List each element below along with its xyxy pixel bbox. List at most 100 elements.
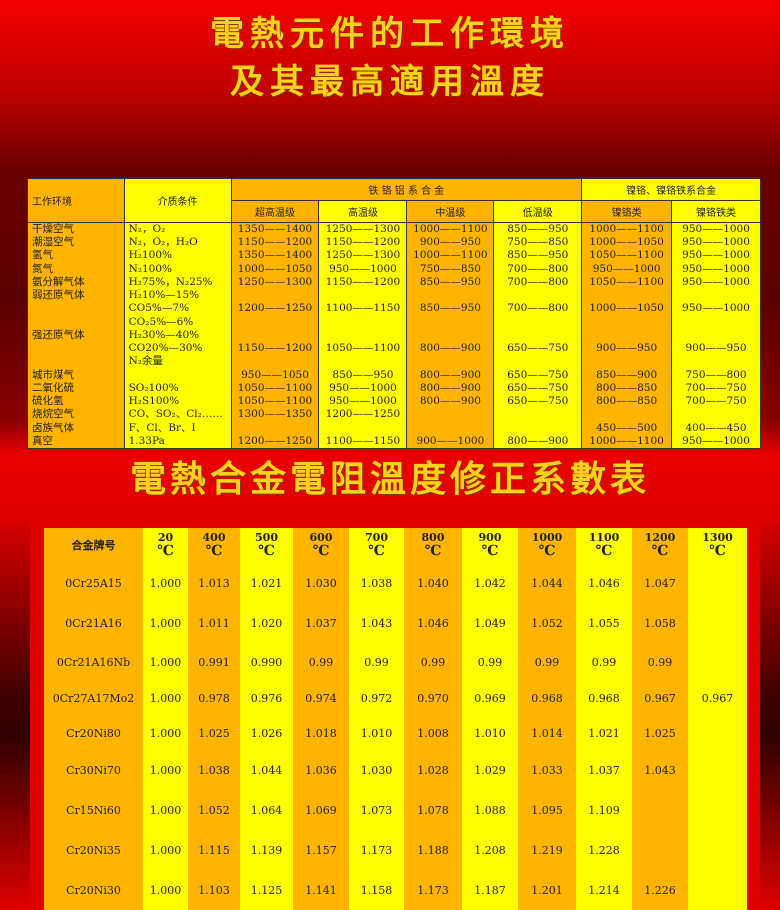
temperature-range-cell [493, 328, 583, 342]
correction-factor-cell: 1.000 [143, 603, 188, 643]
celsius-unit: ℃ [538, 543, 556, 559]
correction-factor-cell: 1.013 [188, 563, 240, 603]
medium-cell: N₂100% [123, 262, 232, 276]
temperature-range-cell: 850——950 [493, 222, 583, 236]
environment-cell: 城市煤气 [27, 368, 125, 382]
temperature-range-cell: 850——950 [318, 368, 408, 382]
correction-factor-cell: 1.021 [576, 716, 632, 750]
temperature-range-cell [493, 315, 583, 329]
correction-factor-cell: 0.972 [349, 681, 404, 716]
subheader-grade: 镍铬类 [581, 200, 673, 223]
correction-factor-cell: 1.052 [518, 603, 576, 643]
temperature-range-cell: 800——900 [406, 368, 495, 382]
correction-factor-cell: 1.043 [349, 603, 404, 643]
temperature-range-cell: 400——450 [671, 421, 761, 435]
temperature-range-cell [230, 315, 320, 329]
temperature-range-cell: 1250——1300 [230, 275, 320, 289]
celsius-unit: ℃ [205, 543, 223, 559]
subheader-grade: 低温级 [493, 200, 583, 223]
temperature-range-cell: 1300——1350 [230, 408, 320, 422]
correction-factor-cell: 1.010 [462, 716, 518, 750]
correction-factor-cell: 1.025 [632, 716, 688, 750]
correction-factor-cell [688, 603, 747, 643]
table-row: Cr15Ni60 1.000 1.052 1.064 1.069 1.073 1.078 1.… [44, 790, 747, 830]
correction-factor-cell [632, 830, 688, 870]
medium-cell: H₂30%—40% [123, 328, 232, 342]
correction-factor-cell: 1.201 [518, 870, 576, 910]
temperature-range-cell: 450——500 [581, 421, 673, 435]
correction-factor-cell: 0.99 [518, 643, 576, 681]
correction-factor-cell: 1.000 [143, 750, 188, 790]
temperature-range-cell: 900——950 [581, 342, 673, 356]
medium-cell: CO、SO₂、Cl₂…… [123, 408, 232, 422]
environment-cell: 强还原气体 [27, 328, 125, 342]
header-temperature: 1100 ℃ [576, 528, 632, 563]
correction-factor-cell: 1.228 [576, 830, 632, 870]
correction-factor-cell: 0.99 [349, 643, 404, 681]
correction-factor-cell: 0.968 [576, 681, 632, 716]
temperature-range-cell: 1000——1050 [581, 302, 673, 316]
correction-factor-cell: 1.058 [632, 603, 688, 643]
subheader-grade: 中温级 [406, 200, 495, 223]
temperature-range-cell: 1200——1250 [318, 408, 408, 422]
correction-factor-cell: 0.99 [576, 643, 632, 681]
header-medium: 介质条件 [123, 178, 232, 223]
correction-factor-cell [688, 643, 747, 681]
temperature-range-cell: 950——1000 [671, 302, 761, 316]
correction-factor-cell: 0.967 [632, 681, 688, 716]
temperature-range-cell: 700——750 [671, 395, 761, 409]
table-row: 氢气 H₂100% 1350——1400 1250——1300 1000——1100 85… [27, 249, 761, 263]
correction-factor-cell: 1.103 [188, 870, 240, 910]
temperature-range-cell [406, 421, 495, 435]
correction-factor-cell: 1.000 [143, 790, 188, 830]
temperature-range-cell [581, 315, 673, 329]
correction-factor-cell: 1.000 [143, 870, 188, 910]
medium-cell: CO₂5%—6% [123, 315, 232, 329]
medium-cell: H₂100% [123, 249, 232, 263]
correction-factor-cell: 1.219 [518, 830, 576, 870]
correction-factor-cell: 1.037 [576, 750, 632, 790]
correction-factor-cell: 1.030 [293, 563, 349, 603]
correction-factor-cell: 1.046 [404, 603, 462, 643]
temperature-value: 900 [478, 531, 502, 544]
temperature-range-cell: 700——800 [493, 262, 583, 276]
table-row: 氨分解气体 H₂75%，N₂25% 1250——1300 1150——1200 850—… [27, 275, 761, 289]
medium-cell: H₂10%—15% [123, 289, 232, 303]
temperature-range-cell: 950——1000 [671, 262, 761, 276]
table-row: 硫化氢 H₂S100% 1050——1100 950——1000 800——900 650… [27, 395, 761, 409]
header-temperature: 1000 ℃ [518, 528, 576, 563]
temperature-range-cell: 850——900 [581, 368, 673, 382]
table-row: 真空 1.33Pa 1200——1250 1100——1150 900——1000 800… [27, 434, 761, 449]
correction-factor-cell: 0.969 [462, 681, 518, 716]
environment-cell: 氮气 [27, 262, 125, 276]
correction-factor-cell: 1.047 [632, 563, 688, 603]
temperature-range-cell: 950——1000 [581, 262, 673, 276]
correction-factor-cell [688, 790, 747, 830]
temperature-range-cell [671, 315, 761, 329]
temperature-range-cell: 950——1000 [318, 381, 408, 395]
temperature-range-cell: 1000——1100 [581, 434, 673, 449]
temperature-range-cell [230, 421, 320, 435]
correction-factor-cell: 1.028 [404, 750, 462, 790]
medium-cell: F、Cl、Br、I [123, 421, 232, 435]
alloy-grade-cell: Cr20Ni35 [44, 830, 143, 870]
temperature-range-cell: 750——800 [671, 368, 761, 382]
temperature-range-cell: 900——950 [406, 236, 495, 250]
environment-cell: 干燥空气 [27, 222, 125, 236]
celsius-unit: ℃ [595, 543, 613, 559]
temperature-range-cell: 950——1000 [318, 395, 408, 409]
temperature-range-cell [671, 355, 761, 369]
environment-cell: 氢气 [27, 249, 125, 263]
celsius-unit: ℃ [368, 543, 385, 559]
correction-factor-cell: 1.042 [462, 563, 518, 603]
temperature-range-cell: 650——750 [493, 381, 583, 395]
subheader-grade: 镍铬铁类 [671, 200, 761, 223]
temperature-value: 700 [365, 531, 388, 544]
correction-factor-cell: 1.000 [143, 716, 188, 750]
correction-factor-cell: 1.008 [404, 716, 462, 750]
correction-factor-cell: 1.000 [143, 643, 188, 681]
temperature-range-cell: 900——950 [671, 342, 761, 356]
correction-factor-cell: 0.99 [632, 643, 688, 681]
environment-cell: 氨分解气体 [27, 275, 125, 289]
temperature-range-cell: 650——750 [493, 342, 583, 356]
